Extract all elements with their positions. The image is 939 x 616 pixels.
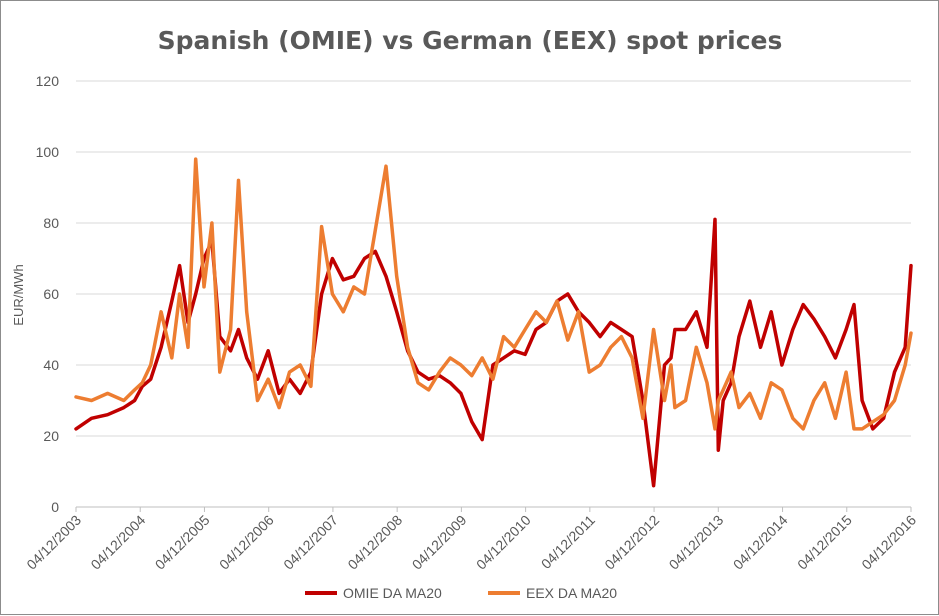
x-tick-label: 04/12/2012 [601,512,662,573]
x-tick-label: 04/12/2016 [858,512,919,573]
y-tick-label: 100 [36,144,60,160]
y-tick-label: 0 [51,499,59,515]
y-tick-label: 80 [43,215,59,231]
x-tick-label: 04/12/2006 [216,512,277,573]
x-axis-ticks: 04/12/2003 04/12/2004 04/12/2005 04/12/2006… [23,507,919,573]
y-tick-label: 120 [36,73,60,89]
x-tick-label: 04/12/2003 [23,512,84,573]
x-tick-label: 04/12/2013 [666,512,727,573]
x-tick-label: 04/12/2014 [730,512,791,573]
legend: OMIE DA MA20 EEX DA MA20 [305,585,617,601]
x-tick-label: 04/12/2009 [409,512,470,573]
x-tick-label: 04/12/2005 [152,512,213,573]
gridlines [76,80,911,508]
y-tick-label: 40 [43,357,59,373]
x-tick-label: 04/12/2004 [87,512,148,573]
chart-title: Spanish (OMIE) vs German (EEX) spot pric… [158,26,783,55]
x-tick-label: 04/12/2010 [473,512,534,573]
y-axis-ticks: 0 20 40 60 80 100 120 [36,73,60,515]
legend-label-omie: OMIE DA MA20 [343,585,442,601]
x-tick-label: 04/12/2015 [794,512,855,573]
x-tick-label: 04/12/2007 [280,512,341,573]
y-axis-label: EUR/MWh [11,264,26,325]
legend-label-eex: EEX DA MA20 [526,585,617,601]
y-tick-label: 60 [43,286,59,302]
x-tick-label: 04/12/2008 [344,512,405,573]
series-line-eex [74,157,913,431]
x-tick-label: 04/12/2011 [538,512,598,572]
y-tick-label: 20 [43,428,59,444]
series-lines [74,157,913,488]
